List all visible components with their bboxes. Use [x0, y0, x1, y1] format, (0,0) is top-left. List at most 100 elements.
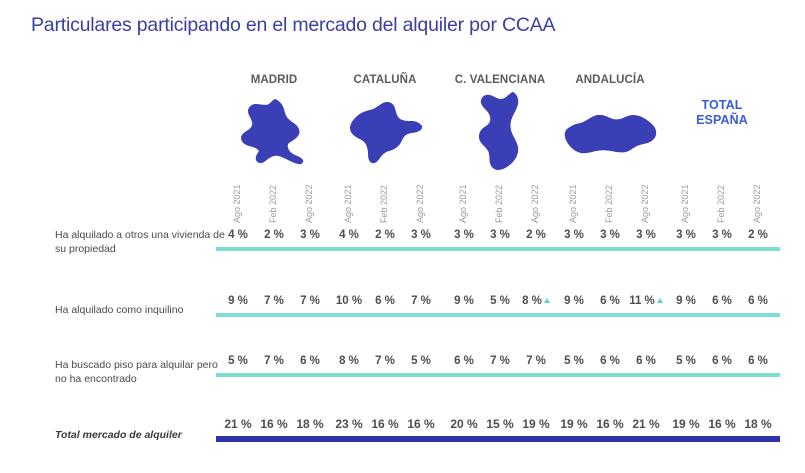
data-cell: 7 %	[287, 294, 333, 317]
cell-value: 16 %	[708, 417, 736, 431]
data-cell: 19 %	[663, 417, 709, 442]
data-cell: 16 %	[251, 417, 297, 442]
period-label: Ago 2021	[458, 184, 468, 223]
cell-underline-bar	[664, 247, 708, 251]
group-header-1: CATALUÑA	[353, 74, 417, 86]
cell-value: 5 %	[490, 295, 510, 307]
cell-underline-bar	[736, 436, 780, 442]
data-cell: 18 %	[735, 417, 781, 442]
group-header-3: ANDALUCÍA	[575, 74, 645, 86]
data-cell: 9 %	[215, 294, 261, 317]
cell-value: 3 %	[490, 229, 510, 241]
data-cell: 16 %	[362, 417, 408, 442]
period-label: Ago 2021	[232, 184, 242, 223]
cell-value: 23 %	[335, 417, 363, 431]
data-cell: 4 %	[326, 228, 372, 251]
cell-value: 6 %	[300, 355, 320, 367]
data-cell: 8 %	[326, 354, 372, 377]
cell-underline-bar	[700, 247, 744, 251]
data-cell: 23 %	[326, 417, 372, 442]
cell-value: 9 %	[454, 295, 474, 307]
cell-underline-bar	[700, 313, 744, 317]
data-cell: 19 %	[513, 417, 559, 442]
data-cell: 19 %	[551, 417, 597, 442]
cell-underline-bar	[216, 373, 260, 377]
period-label: Feb 2022	[494, 184, 504, 223]
cell-underline-bar	[363, 313, 407, 317]
cell-value: 9 %	[228, 295, 248, 307]
cell-value: 21 %	[632, 417, 660, 431]
data-cell: 16 %	[699, 417, 745, 442]
cell-value: 6 %	[712, 355, 732, 367]
period-label: Ago 2022	[304, 184, 314, 223]
period-label: Ago 2021	[568, 184, 578, 223]
cell-value: 19 %	[522, 417, 550, 431]
cell-underline-bar	[216, 247, 260, 251]
cell-value: 3 %	[676, 229, 696, 241]
data-cell: 7 %	[362, 354, 408, 377]
data-cell: 7 %	[251, 354, 297, 377]
cell-value: 5 %	[228, 355, 248, 367]
data-cell: 3 %	[551, 228, 597, 251]
data-cell: 2 %	[362, 228, 408, 251]
cell-underline-bar	[478, 373, 522, 377]
cell-value: 7 %	[375, 355, 395, 367]
cell-underline-bar	[478, 436, 522, 442]
cell-underline-bar	[216, 436, 260, 442]
cell-value: 9 %	[564, 295, 584, 307]
cell-underline-bar	[442, 313, 486, 317]
cell-value: 7 %	[526, 355, 546, 367]
cell-underline-bar	[514, 247, 558, 251]
data-cell: 16 %	[587, 417, 633, 442]
data-cell: 5 %	[477, 294, 523, 317]
data-cell: 16 %	[398, 417, 444, 442]
data-cell: 5 %	[398, 354, 444, 377]
cell-underline-bar	[624, 436, 668, 442]
data-cell: 9 %	[551, 294, 597, 317]
cell-underline-bar	[700, 436, 744, 442]
cell-underline-bar	[664, 436, 708, 442]
period-label: Feb 2022	[604, 184, 614, 223]
data-cell: 6 %	[587, 354, 633, 377]
cell-underline-bar	[399, 313, 443, 317]
cell-underline-bar	[252, 313, 296, 317]
period-label: Ago 2022	[752, 184, 762, 223]
cell-underline-bar	[327, 313, 371, 317]
group-header-2: C. VALENCIANA	[454, 74, 546, 86]
cell-value: 4 %	[228, 229, 248, 241]
data-cell: 7 %	[477, 354, 523, 377]
cell-value: 16 %	[371, 417, 399, 431]
period-label: Ago 2022	[640, 184, 650, 223]
data-cell: 6 %	[287, 354, 333, 377]
data-cell: 20 %	[441, 417, 487, 442]
cell-underline-bar	[552, 313, 596, 317]
period-label: Feb 2022	[379, 184, 389, 223]
increase-triangle-icon	[656, 298, 663, 303]
cell-value: 2 %	[748, 229, 768, 241]
cell-value: 8 %	[513, 294, 559, 308]
cell-value: 16 %	[407, 417, 435, 431]
data-cell: 21 %	[215, 417, 261, 442]
cell-value: 8 %	[339, 355, 359, 367]
cell-value: 7 %	[411, 295, 431, 307]
period-label: Ago 2021	[680, 184, 690, 223]
cell-underline-bar	[588, 313, 632, 317]
cell-underline-bar	[478, 313, 522, 317]
cell-value: 18 %	[744, 417, 772, 431]
period-label: Ago 2022	[415, 184, 425, 223]
data-cell: 3 %	[663, 228, 709, 251]
data-cell: 21 %	[623, 417, 669, 442]
cell-underline-bar	[664, 313, 708, 317]
cell-underline-bar	[588, 436, 632, 442]
cell-underline-bar	[700, 373, 744, 377]
cell-underline-bar	[552, 247, 596, 251]
data-cell: 4 %	[215, 228, 261, 251]
cell-underline-bar	[288, 373, 332, 377]
cell-value: 9 %	[676, 295, 696, 307]
cell-underline-bar	[736, 373, 780, 377]
cell-underline-bar	[327, 373, 371, 377]
data-cell: 2 %	[513, 228, 559, 251]
row-label-1: Ha alquilado como inquilino	[55, 304, 184, 316]
data-cell: 3 %	[477, 228, 523, 251]
cell-underline-bar	[363, 373, 407, 377]
